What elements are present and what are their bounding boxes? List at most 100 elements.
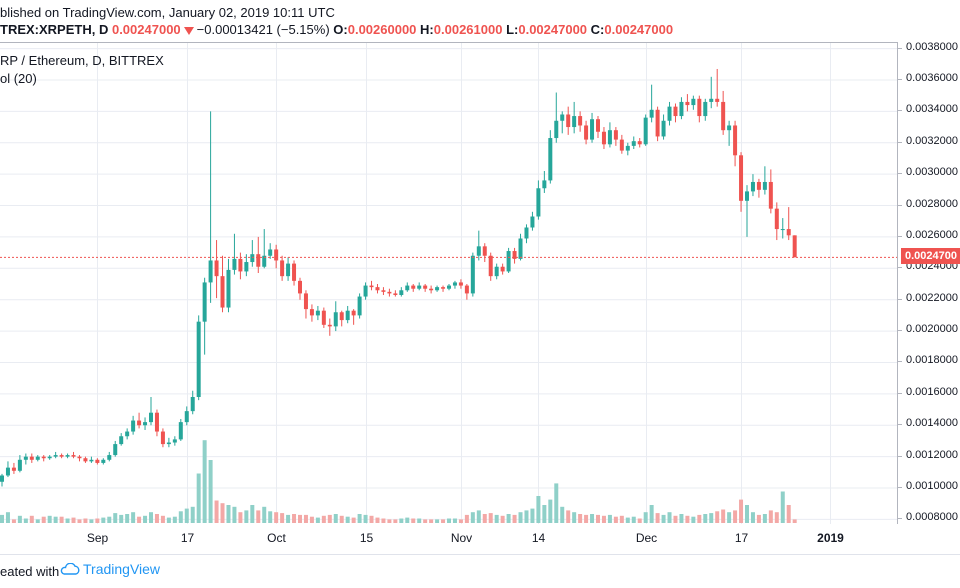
candle-body xyxy=(458,282,463,286)
candle-body xyxy=(226,269,231,308)
candle-body xyxy=(286,263,291,277)
volume-bar xyxy=(357,514,362,523)
volume-bar xyxy=(77,519,82,523)
volume-bar xyxy=(178,511,183,523)
candle-body xyxy=(208,260,213,283)
volume-bar xyxy=(417,518,422,523)
candle-body xyxy=(596,119,600,132)
price-tick-mark xyxy=(898,110,902,112)
volume-bar xyxy=(601,515,606,523)
candle-body xyxy=(351,310,356,316)
candle-body xyxy=(250,254,255,263)
volume-bar xyxy=(160,515,165,523)
volume-bar xyxy=(673,515,678,523)
price-tick-label: 0.0036000 xyxy=(906,71,958,84)
candle-body xyxy=(178,422,183,440)
volume-bar xyxy=(220,503,225,523)
candle-body xyxy=(733,125,738,156)
volume-bar xyxy=(792,519,797,523)
volume-bar xyxy=(464,514,469,523)
open-label: O: xyxy=(333,22,348,37)
candle-body xyxy=(11,467,16,471)
candle-body xyxy=(470,255,475,294)
low-value: 0.00247000 xyxy=(518,22,588,37)
chart-legend: RP / Ethereum, D, BITTREX ol (20) xyxy=(0,52,164,88)
candle-body xyxy=(71,455,76,457)
volume-bar xyxy=(238,512,243,523)
legend-volume: ol (20) xyxy=(0,71,37,86)
volume-bar xyxy=(709,513,714,523)
candlestick-chart[interactable] xyxy=(0,43,897,524)
time-tick-label: 14 xyxy=(531,531,546,545)
volume-bar xyxy=(691,516,696,523)
candle-body xyxy=(154,412,159,432)
candle-body xyxy=(441,287,446,289)
volume-bar xyxy=(351,517,356,523)
time-tick-label: Nov xyxy=(450,531,473,545)
volume-bar xyxy=(387,519,392,523)
volume-bar xyxy=(65,518,70,523)
volume-bar xyxy=(0,514,4,523)
volume-bar xyxy=(667,512,672,523)
volume-bar xyxy=(655,513,660,523)
price-tick-label: 0.0022000 xyxy=(906,291,958,304)
candle-body xyxy=(143,422,148,426)
price-tick-mark xyxy=(898,235,902,237)
volume-bar xyxy=(745,505,749,523)
candle-body xyxy=(387,291,392,294)
price-tick-mark xyxy=(898,424,902,426)
candle-body xyxy=(327,324,332,327)
tradingview-brand[interactable]: TradingView xyxy=(60,561,160,577)
volume-bar xyxy=(524,510,529,523)
candle-body xyxy=(339,312,344,321)
footer: eated with TradingView xyxy=(0,554,960,588)
candle-body xyxy=(590,119,595,140)
price-tick-label: 0.0012000 xyxy=(906,448,958,461)
volume-bar xyxy=(172,516,177,523)
candle-body xyxy=(399,290,404,295)
volume-bar xyxy=(643,512,648,523)
candle-body xyxy=(393,293,398,295)
candle-body xyxy=(548,138,553,181)
volume-bar xyxy=(661,514,666,523)
candle-body xyxy=(750,181,755,192)
candle-body xyxy=(554,120,559,139)
candle-body xyxy=(464,285,469,294)
created-with-label: eated with xyxy=(0,564,60,579)
candle-body xyxy=(709,98,714,102)
volume-bar xyxy=(590,514,595,523)
candle-body xyxy=(774,208,779,230)
candle-body xyxy=(667,106,672,121)
candle-body xyxy=(536,188,541,217)
candle-body xyxy=(17,459,22,471)
price-tick-mark xyxy=(898,173,902,175)
volume-bar xyxy=(375,517,380,523)
chart-pane[interactable] xyxy=(0,42,898,524)
volume-bar xyxy=(315,517,320,523)
volume-bar xyxy=(47,515,52,523)
candle-body xyxy=(405,285,410,291)
candle-body xyxy=(298,280,302,294)
candle-body xyxy=(631,141,636,146)
candle-body xyxy=(53,455,58,457)
price-axis[interactable]: 0.0038000 0.0036000 0.0034000 0.0032000 0.00… xyxy=(898,40,960,524)
candle-body xyxy=(220,276,225,308)
volume-bar xyxy=(721,509,726,523)
last-price-tag: 0.0024700 xyxy=(901,248,960,265)
candle-body xyxy=(417,285,422,289)
volume-bar xyxy=(166,517,171,523)
time-axis[interactable]: Sep 17 Oct 15 Nov 14 Dec 17 2019 xyxy=(0,524,898,554)
candle-body xyxy=(411,285,416,289)
candle-body xyxy=(518,238,523,259)
volume-bar xyxy=(429,519,434,523)
candle-body xyxy=(262,255,267,267)
price-tick-label: 0.0038000 xyxy=(906,40,958,53)
candle-body xyxy=(691,98,696,106)
volume-bar xyxy=(458,519,463,523)
volume-bar xyxy=(566,510,571,523)
published-line: blished on TradingView.com, January 02, … xyxy=(0,5,335,20)
candle-body xyxy=(655,109,660,137)
volume-bar xyxy=(345,516,350,523)
volume-bar xyxy=(649,505,654,523)
volume-bar xyxy=(190,506,195,523)
